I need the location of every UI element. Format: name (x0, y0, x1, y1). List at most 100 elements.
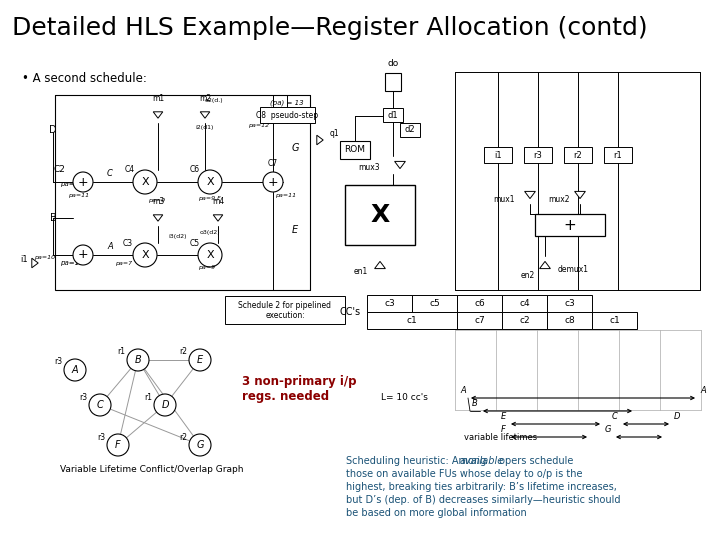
Circle shape (107, 434, 129, 456)
Text: B: B (135, 355, 141, 365)
Bar (412, 295, 457, 312)
Circle shape (89, 394, 111, 416)
Circle shape (189, 349, 211, 371)
Text: A: A (700, 386, 706, 395)
Bar (367, 295, 412, 312)
Text: D: D (161, 400, 168, 410)
Text: c3: c3 (384, 299, 395, 308)
Text: o2(d.): o2(d.) (205, 98, 224, 103)
Polygon shape (525, 191, 536, 199)
Text: r2: r2 (179, 433, 187, 442)
Polygon shape (395, 161, 405, 168)
Text: Variable Lifetime Conflict/Overlap Graph: Variable Lifetime Conflict/Overlap Graph (60, 465, 244, 475)
Text: variable lifetimes: variable lifetimes (464, 434, 537, 442)
Text: d2: d2 (405, 125, 415, 134)
Text: but D’s (dep. of B) decreases similarly—heuristic should: but D’s (dep. of B) decreases similarly—… (346, 495, 621, 505)
Bar (340, 141, 370, 159)
Circle shape (189, 434, 211, 456)
Polygon shape (317, 135, 323, 145)
Circle shape (64, 359, 86, 381)
Text: pa=9: pa=9 (198, 265, 215, 270)
Text: B: B (472, 399, 478, 408)
Text: F: F (501, 425, 506, 434)
Text: X: X (206, 250, 214, 260)
Text: pa=12: pa=12 (248, 123, 269, 127)
Circle shape (73, 172, 93, 192)
Text: r2: r2 (574, 151, 582, 159)
Text: +: + (78, 176, 89, 188)
Text: m1: m1 (152, 94, 164, 103)
Circle shape (133, 170, 157, 194)
Text: C8  pseudo-step: C8 pseudo-step (256, 111, 318, 119)
Text: en1: en1 (354, 267, 368, 276)
Text: pa=10: pa=10 (60, 260, 84, 266)
Text: C2: C2 (53, 165, 65, 174)
Text: c1: c1 (609, 316, 620, 325)
Text: C: C (612, 412, 618, 421)
Text: i2(d1): i2(d1) (195, 125, 213, 130)
Text: m4: m4 (212, 197, 224, 206)
Text: c8: c8 (564, 316, 575, 325)
Text: highest, breaking ties arbitrarily: B’s lifetime increases,: highest, breaking ties arbitrarily: B’s … (346, 482, 617, 492)
Text: X: X (141, 177, 149, 187)
Text: mux3: mux3 (359, 164, 380, 172)
Text: m3: m3 (152, 197, 164, 206)
Bar (535, 214, 605, 236)
Circle shape (133, 243, 157, 267)
Text: r3: r3 (97, 433, 105, 442)
Text: C6: C6 (190, 165, 200, 174)
Polygon shape (153, 215, 163, 221)
Text: G: G (197, 440, 204, 450)
Bar (345, 185, 415, 245)
Text: ROM: ROM (344, 145, 366, 154)
Bar (457, 295, 502, 312)
Bar (225, 296, 345, 324)
Polygon shape (32, 258, 38, 268)
Bar (484, 147, 512, 163)
Bar (385, 73, 401, 91)
Bar (457, 312, 502, 329)
Text: • A second schedule:: • A second schedule: (22, 72, 147, 85)
Text: available: available (459, 456, 504, 466)
Text: 3 non-primary i/p
regs. needed: 3 non-primary i/p regs. needed (242, 375, 356, 403)
Text: (pa) = 13: (pa) = 13 (270, 99, 304, 106)
Text: B: B (50, 213, 56, 223)
Text: pa=9,F: pa=9,F (198, 196, 221, 201)
Bar (592, 312, 637, 329)
Bar (383, 108, 403, 122)
Text: mux1: mux1 (493, 195, 515, 205)
Text: i1: i1 (494, 151, 502, 159)
Text: do: do (387, 59, 399, 68)
Text: execution:: execution: (265, 310, 305, 320)
Text: pa=11: pa=11 (60, 181, 84, 187)
Text: D: D (674, 412, 680, 421)
Text: +: + (564, 218, 577, 233)
Text: i3(d2): i3(d2) (168, 234, 187, 239)
Text: o3(d2): o3(d2) (199, 230, 220, 235)
Text: Scheduling heuristic: Among: Scheduling heuristic: Among (346, 456, 490, 466)
Text: r1: r1 (117, 348, 125, 356)
Bar (502, 295, 547, 312)
Text: E: E (292, 225, 298, 235)
Text: X: X (370, 203, 390, 227)
Text: c6: c6 (474, 299, 485, 308)
Text: c4: c4 (519, 299, 530, 308)
Text: pa=11: pa=11 (68, 193, 89, 198)
Text: pa=10: pa=10 (34, 255, 55, 260)
Bar (400, 123, 420, 137)
Polygon shape (374, 261, 385, 268)
Text: C4: C4 (125, 165, 135, 174)
Text: +: + (268, 176, 279, 188)
Text: i1: i1 (20, 255, 28, 265)
Bar (604, 147, 632, 163)
Text: r2: r2 (179, 348, 187, 356)
Text: m2: m2 (199, 94, 211, 103)
Text: opers schedule: opers schedule (496, 456, 573, 466)
Text: CC's: CC's (340, 307, 361, 317)
Text: +: + (78, 248, 89, 261)
Text: C7: C7 (268, 159, 278, 168)
Text: r1: r1 (144, 393, 152, 402)
Text: X: X (206, 177, 214, 187)
Bar (547, 312, 592, 329)
Text: demux1: demux1 (558, 266, 589, 274)
